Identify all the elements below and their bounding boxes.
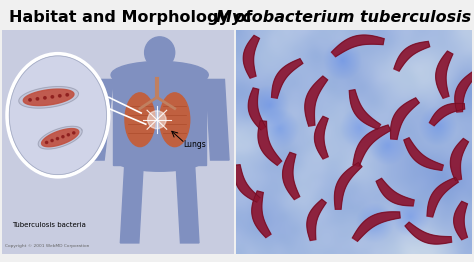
- Polygon shape: [394, 41, 430, 71]
- Polygon shape: [19, 86, 78, 108]
- Polygon shape: [120, 160, 144, 243]
- Ellipse shape: [160, 93, 190, 147]
- Circle shape: [62, 136, 64, 138]
- Circle shape: [147, 111, 166, 129]
- Circle shape: [67, 134, 70, 136]
- Circle shape: [46, 141, 48, 144]
- Polygon shape: [376, 178, 414, 206]
- Polygon shape: [404, 138, 443, 170]
- Text: Tuberculosis bacteria: Tuberculosis bacteria: [12, 222, 85, 228]
- Circle shape: [36, 98, 39, 100]
- Polygon shape: [307, 199, 326, 241]
- Polygon shape: [429, 103, 465, 126]
- Polygon shape: [243, 35, 259, 78]
- Polygon shape: [455, 72, 474, 112]
- Bar: [152, 53, 166, 75]
- Ellipse shape: [7, 54, 109, 177]
- Ellipse shape: [145, 37, 175, 68]
- Text: Copyright © 2001 WebMD Corporation: Copyright © 2001 WebMD Corporation: [5, 244, 89, 248]
- Polygon shape: [331, 35, 384, 57]
- Circle shape: [59, 95, 61, 97]
- Text: Mycobacterium tuberculosis: Mycobacterium tuberculosis: [216, 10, 471, 25]
- Circle shape: [44, 97, 46, 99]
- Polygon shape: [42, 129, 79, 147]
- Polygon shape: [86, 79, 113, 160]
- Polygon shape: [391, 98, 419, 139]
- Polygon shape: [248, 88, 265, 130]
- Polygon shape: [436, 51, 453, 98]
- Circle shape: [51, 139, 53, 141]
- Polygon shape: [335, 162, 362, 209]
- Ellipse shape: [125, 93, 155, 147]
- Polygon shape: [272, 59, 303, 98]
- Text: Lungs: Lungs: [183, 140, 206, 149]
- Polygon shape: [234, 165, 260, 202]
- Polygon shape: [23, 89, 74, 106]
- Polygon shape: [176, 160, 199, 243]
- Polygon shape: [38, 126, 82, 149]
- Polygon shape: [349, 90, 381, 129]
- Polygon shape: [454, 201, 467, 240]
- Polygon shape: [427, 177, 458, 217]
- Polygon shape: [252, 191, 271, 238]
- Polygon shape: [113, 75, 206, 165]
- Polygon shape: [206, 79, 229, 160]
- Polygon shape: [405, 222, 452, 244]
- Polygon shape: [258, 121, 282, 165]
- Ellipse shape: [111, 62, 208, 88]
- Circle shape: [29, 99, 31, 101]
- Ellipse shape: [116, 149, 204, 171]
- Circle shape: [51, 96, 54, 98]
- Circle shape: [56, 138, 59, 140]
- Polygon shape: [450, 139, 468, 181]
- Polygon shape: [353, 125, 391, 166]
- Text: Habitat and Morphology of: Habitat and Morphology of: [9, 10, 259, 25]
- Polygon shape: [283, 152, 300, 200]
- Polygon shape: [352, 212, 400, 241]
- Circle shape: [66, 94, 68, 96]
- Polygon shape: [305, 76, 328, 126]
- Polygon shape: [315, 116, 328, 159]
- Circle shape: [73, 132, 75, 134]
